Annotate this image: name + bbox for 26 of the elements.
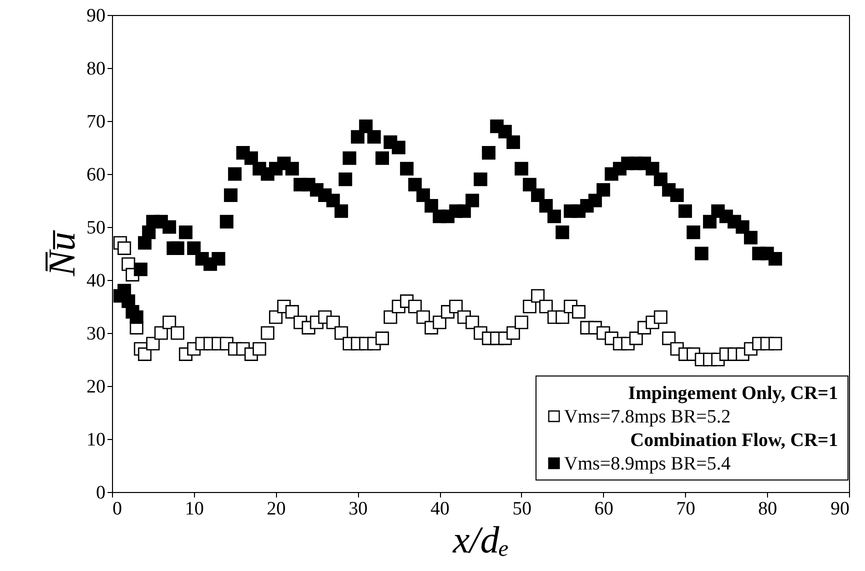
x-axis-title: x/dₑ xyxy=(452,520,510,562)
y-tick-label: 10 xyxy=(86,430,106,450)
x-tick-label: 40 xyxy=(430,498,450,520)
annotation: Impingement Only, CR=1 xyxy=(628,382,838,404)
legend-label: Vms=7.8mps BR=5.2 xyxy=(564,406,731,428)
legend-label: Vms=8.9mps BR=5.4 xyxy=(564,453,732,474)
y-tick-label: 60 xyxy=(86,164,106,186)
x-tick-label: 60 xyxy=(594,498,614,520)
y-tick-label: 30 xyxy=(86,324,106,344)
y-tick-label: 40 xyxy=(86,270,106,292)
y-axis-title: N̅u̅ xyxy=(42,230,84,278)
y-tick-label: 0 xyxy=(96,482,106,504)
y-tick-label: 80 xyxy=(86,58,106,80)
annotation: Combination Flow, CR=1 xyxy=(630,430,838,451)
y-tick-label: 20 xyxy=(86,376,106,398)
x-tick-label: 10 xyxy=(184,498,204,520)
x-tick-label: 0 xyxy=(112,498,122,520)
x-tick-label: 30 xyxy=(348,498,368,520)
x-tick-label: 90 xyxy=(830,498,850,520)
x-tick-label: 20 xyxy=(266,498,286,520)
y-tick-label: 70 xyxy=(86,112,106,132)
y-tick-label: 90 xyxy=(86,6,106,26)
x-tick-label: 50 xyxy=(512,498,532,520)
x-tick-label: 80 xyxy=(758,498,778,520)
x-tick-label: 70 xyxy=(676,498,696,520)
y-tick-label: 50 xyxy=(86,218,106,238)
